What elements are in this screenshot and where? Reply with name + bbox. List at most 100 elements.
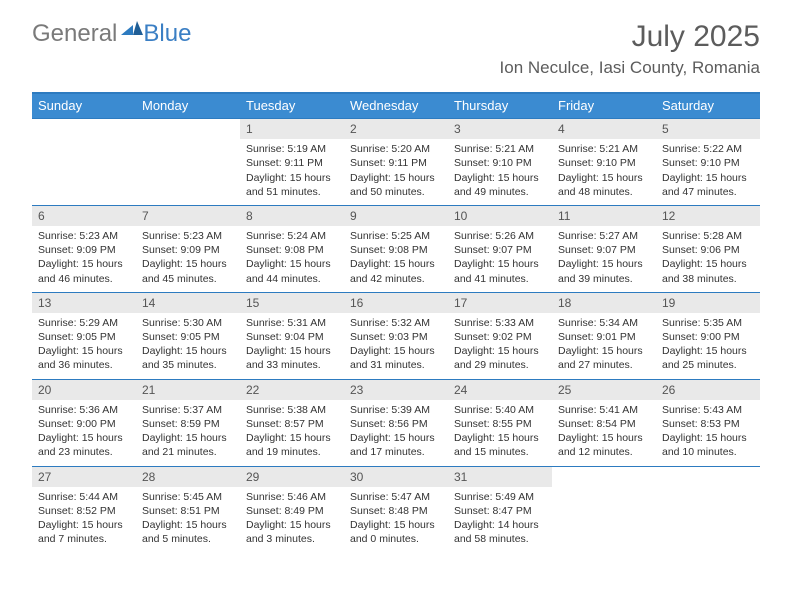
weeks-container: 1Sunrise: 5:19 AMSunset: 9:11 PMDaylight… xyxy=(32,118,760,552)
day-number: 5 xyxy=(656,119,760,139)
weekday-header: Saturday xyxy=(656,94,760,118)
day-cell: 15Sunrise: 5:31 AMSunset: 9:04 PMDayligh… xyxy=(240,293,344,379)
day-number: 13 xyxy=(32,293,136,313)
sunset-text: Sunset: 8:54 PM xyxy=(558,417,650,431)
sunrise-text: Sunrise: 5:49 AM xyxy=(454,490,546,504)
daylight-text: Daylight: 15 hours and 39 minutes. xyxy=(558,257,650,285)
sunrise-text: Sunrise: 5:29 AM xyxy=(38,316,130,330)
day-details: Sunrise: 5:30 AMSunset: 9:05 PMDaylight:… xyxy=(136,313,240,379)
day-cell: 25Sunrise: 5:41 AMSunset: 8:54 PMDayligh… xyxy=(552,380,656,466)
daylight-text: Daylight: 15 hours and 5 minutes. xyxy=(142,518,234,546)
sunset-text: Sunset: 9:00 PM xyxy=(662,330,754,344)
sunset-text: Sunset: 9:00 PM xyxy=(38,417,130,431)
day-cell: 11Sunrise: 5:27 AMSunset: 9:07 PMDayligh… xyxy=(552,206,656,292)
day-cell: 17Sunrise: 5:33 AMSunset: 9:02 PMDayligh… xyxy=(448,293,552,379)
day-number: 3 xyxy=(448,119,552,139)
weekday-header: Tuesday xyxy=(240,94,344,118)
day-details: Sunrise: 5:40 AMSunset: 8:55 PMDaylight:… xyxy=(448,400,552,466)
empty-day-cell xyxy=(552,467,656,553)
day-details: Sunrise: 5:21 AMSunset: 9:10 PMDaylight:… xyxy=(448,139,552,205)
daylight-text: Daylight: 15 hours and 19 minutes. xyxy=(246,431,338,459)
day-number: 11 xyxy=(552,206,656,226)
daylight-text: Daylight: 15 hours and 3 minutes. xyxy=(246,518,338,546)
weekday-header-row: SundayMondayTuesdayWednesdayThursdayFrid… xyxy=(32,94,760,118)
day-number: 12 xyxy=(656,206,760,226)
day-number: 19 xyxy=(656,293,760,313)
week-row: 6Sunrise: 5:23 AMSunset: 9:09 PMDaylight… xyxy=(32,205,760,292)
daylight-text: Daylight: 15 hours and 35 minutes. xyxy=(142,344,234,372)
sunset-text: Sunset: 9:08 PM xyxy=(246,243,338,257)
daylight-text: Daylight: 15 hours and 23 minutes. xyxy=(38,431,130,459)
day-cell: 30Sunrise: 5:47 AMSunset: 8:48 PMDayligh… xyxy=(344,467,448,553)
sunset-text: Sunset: 8:55 PM xyxy=(454,417,546,431)
daylight-text: Daylight: 15 hours and 27 minutes. xyxy=(558,344,650,372)
day-number: 8 xyxy=(240,206,344,226)
sunrise-text: Sunrise: 5:31 AM xyxy=(246,316,338,330)
sunrise-text: Sunrise: 5:45 AM xyxy=(142,490,234,504)
sunset-text: Sunset: 9:03 PM xyxy=(350,330,442,344)
sunset-text: Sunset: 9:10 PM xyxy=(662,156,754,170)
weekday-header: Thursday xyxy=(448,94,552,118)
sunset-text: Sunset: 8:47 PM xyxy=(454,504,546,518)
day-cell: 6Sunrise: 5:23 AMSunset: 9:09 PMDaylight… xyxy=(32,206,136,292)
day-details: Sunrise: 5:47 AMSunset: 8:48 PMDaylight:… xyxy=(344,487,448,553)
sunset-text: Sunset: 8:48 PM xyxy=(350,504,442,518)
day-details: Sunrise: 5:38 AMSunset: 8:57 PMDaylight:… xyxy=(240,400,344,466)
day-cell: 24Sunrise: 5:40 AMSunset: 8:55 PMDayligh… xyxy=(448,380,552,466)
sunrise-text: Sunrise: 5:23 AM xyxy=(38,229,130,243)
week-row: 13Sunrise: 5:29 AMSunset: 9:05 PMDayligh… xyxy=(32,292,760,379)
day-cell: 22Sunrise: 5:38 AMSunset: 8:57 PMDayligh… xyxy=(240,380,344,466)
day-details: Sunrise: 5:19 AMSunset: 9:11 PMDaylight:… xyxy=(240,139,344,205)
brand-word-2: Blue xyxy=(143,20,191,48)
daylight-text: Daylight: 15 hours and 17 minutes. xyxy=(350,431,442,459)
day-number: 31 xyxy=(448,467,552,487)
sunset-text: Sunset: 9:05 PM xyxy=(38,330,130,344)
day-number: 24 xyxy=(448,380,552,400)
sunset-text: Sunset: 9:10 PM xyxy=(558,156,650,170)
day-number: 10 xyxy=(448,206,552,226)
sunrise-text: Sunrise: 5:22 AM xyxy=(662,142,754,156)
sunset-text: Sunset: 9:01 PM xyxy=(558,330,650,344)
sunset-text: Sunset: 8:53 PM xyxy=(662,417,754,431)
day-details: Sunrise: 5:21 AMSunset: 9:10 PMDaylight:… xyxy=(552,139,656,205)
sunset-text: Sunset: 9:10 PM xyxy=(454,156,546,170)
empty-day-cell xyxy=(32,119,136,205)
sunset-text: Sunset: 8:51 PM xyxy=(142,504,234,518)
day-details: Sunrise: 5:31 AMSunset: 9:04 PMDaylight:… xyxy=(240,313,344,379)
daylight-text: Daylight: 15 hours and 33 minutes. xyxy=(246,344,338,372)
day-details: Sunrise: 5:22 AMSunset: 9:10 PMDaylight:… xyxy=(656,139,760,205)
sunset-text: Sunset: 9:11 PM xyxy=(350,156,442,170)
sunrise-text: Sunrise: 5:47 AM xyxy=(350,490,442,504)
daylight-text: Daylight: 15 hours and 10 minutes. xyxy=(662,431,754,459)
brand-mark-icon xyxy=(121,14,143,42)
sunset-text: Sunset: 9:05 PM xyxy=(142,330,234,344)
sunset-text: Sunset: 8:57 PM xyxy=(246,417,338,431)
day-cell: 23Sunrise: 5:39 AMSunset: 8:56 PMDayligh… xyxy=(344,380,448,466)
day-cell: 5Sunrise: 5:22 AMSunset: 9:10 PMDaylight… xyxy=(656,119,760,205)
daylight-text: Daylight: 15 hours and 50 minutes. xyxy=(350,171,442,199)
sunset-text: Sunset: 8:56 PM xyxy=(350,417,442,431)
daylight-text: Daylight: 15 hours and 21 minutes. xyxy=(142,431,234,459)
day-details: Sunrise: 5:23 AMSunset: 9:09 PMDaylight:… xyxy=(136,226,240,292)
day-number: 22 xyxy=(240,380,344,400)
sunrise-text: Sunrise: 5:39 AM xyxy=(350,403,442,417)
day-number: 9 xyxy=(344,206,448,226)
daylight-text: Daylight: 15 hours and 45 minutes. xyxy=(142,257,234,285)
week-row: 1Sunrise: 5:19 AMSunset: 9:11 PMDaylight… xyxy=(32,118,760,205)
day-cell: 18Sunrise: 5:34 AMSunset: 9:01 PMDayligh… xyxy=(552,293,656,379)
daylight-text: Daylight: 15 hours and 31 minutes. xyxy=(350,344,442,372)
day-details: Sunrise: 5:36 AMSunset: 9:00 PMDaylight:… xyxy=(32,400,136,466)
daylight-text: Daylight: 15 hours and 47 minutes. xyxy=(662,171,754,199)
sunrise-text: Sunrise: 5:26 AM xyxy=(454,229,546,243)
daylight-text: Daylight: 15 hours and 38 minutes. xyxy=(662,257,754,285)
sunrise-text: Sunrise: 5:36 AM xyxy=(38,403,130,417)
sunrise-text: Sunrise: 5:37 AM xyxy=(142,403,234,417)
sunrise-text: Sunrise: 5:33 AM xyxy=(454,316,546,330)
day-cell: 1Sunrise: 5:19 AMSunset: 9:11 PMDaylight… xyxy=(240,119,344,205)
sunrise-text: Sunrise: 5:41 AM xyxy=(558,403,650,417)
sunrise-text: Sunrise: 5:38 AM xyxy=(246,403,338,417)
sunset-text: Sunset: 8:59 PM xyxy=(142,417,234,431)
daylight-text: Daylight: 15 hours and 7 minutes. xyxy=(38,518,130,546)
day-details: Sunrise: 5:27 AMSunset: 9:07 PMDaylight:… xyxy=(552,226,656,292)
sunset-text: Sunset: 9:11 PM xyxy=(246,156,338,170)
